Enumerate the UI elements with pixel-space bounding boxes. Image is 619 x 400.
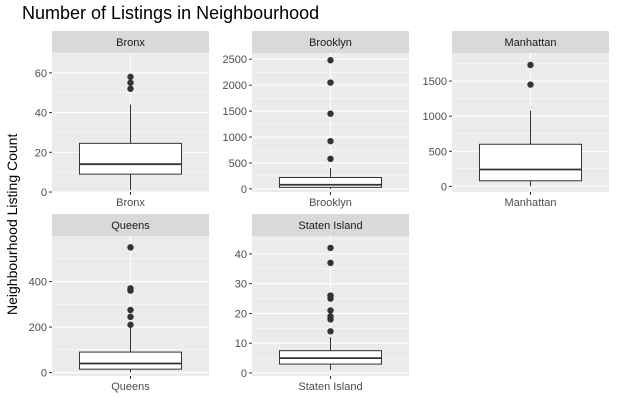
- y-tick-label: 500: [429, 146, 447, 158]
- outlier-point: [327, 155, 334, 163]
- outlier-point: [327, 313, 334, 320]
- y-tick-label: 0: [441, 181, 447, 193]
- facet-strip-label: Queens: [111, 220, 150, 232]
- facet-strip: [252, 31, 409, 53]
- facet-strip-label: Bronx: [116, 37, 145, 49]
- y-tick-label: 1500: [423, 76, 447, 88]
- box-iqr: [278, 176, 383, 188]
- outlier-point: [327, 57, 334, 64]
- y-tick-label: 40: [35, 108, 47, 120]
- y-tick-label: 1000: [223, 132, 247, 144]
- y-tick-label: 0: [41, 368, 47, 380]
- y-tick-label: 10: [235, 338, 247, 350]
- y-tick-label: 60: [35, 68, 47, 80]
- y-tick-label: 30: [235, 279, 247, 291]
- facet-strip-label: Manhattan: [505, 37, 557, 49]
- facet-strip-label: Brooklyn: [309, 37, 352, 49]
- y-tick-label: 2000: [223, 80, 247, 92]
- facet-panel: Queens 0 200 400 Queens: [29, 214, 209, 393]
- y-tick-label: 40: [235, 249, 247, 261]
- y-tick-label: 0: [241, 184, 247, 196]
- y-tick-label: 20: [235, 308, 247, 320]
- outlier-point: [327, 328, 334, 335]
- y-tick-label: 200: [29, 322, 47, 334]
- y-tick-label: 0: [241, 368, 247, 380]
- x-tick-label: Brooklyn: [309, 197, 352, 209]
- y-tick-label: 400: [29, 277, 47, 289]
- box-iqr: [78, 142, 183, 175]
- facet-strip: [52, 31, 209, 53]
- y-tick-label: 500: [229, 158, 247, 170]
- outlier-point: [127, 244, 134, 251]
- x-tick-label: Bronx: [116, 197, 145, 209]
- outlier-point: [127, 306, 134, 314]
- facet-panel: Staten Island 0 10 20 30 40 Staten Island: [235, 214, 409, 393]
- facet-panel: Bronx 0 20 40 60 Bronx: [35, 31, 209, 209]
- outlier-point: [327, 110, 334, 117]
- y-tick-label: 2500: [223, 54, 247, 66]
- y-tick-label: 0: [41, 187, 47, 199]
- x-tick-label: Queens: [111, 381, 150, 393]
- outlier-point: [527, 61, 534, 69]
- outlier-point: [527, 81, 534, 88]
- facet-strip: [52, 214, 209, 236]
- facet-strip-label: Staten Island: [298, 220, 362, 232]
- outlier-point: [127, 79, 134, 86]
- outlier-point: [127, 321, 134, 328]
- outlier-point: [327, 307, 334, 314]
- outlier-point: [327, 79, 334, 86]
- facet-strip: [452, 31, 609, 53]
- outlier-point: [127, 85, 134, 92]
- facet-panel: Brooklyn 0 500 1000 1500 2000 2500 Brooklyn: [223, 31, 409, 209]
- y-tick-label: 20: [35, 147, 47, 159]
- outlier-point: [327, 259, 334, 267]
- outlier-point: [327, 137, 334, 145]
- facet-strip: [252, 214, 409, 236]
- outlier-point: [327, 292, 334, 299]
- outlier-point: [127, 73, 134, 81]
- y-tick-label: 1500: [223, 106, 247, 118]
- box-iqr: [478, 143, 583, 182]
- x-tick-label: Manhattan: [505, 197, 557, 209]
- facet-panel: Manhattan 0 500 1000 1500 Manhattan: [423, 31, 609, 209]
- outlier-point: [127, 313, 134, 321]
- chart-title: Number of Listings in Neighbourhood: [22, 3, 320, 23]
- outlier-point: [127, 285, 134, 292]
- outlier-point: [327, 244, 334, 252]
- y-tick-label: 1000: [423, 111, 447, 123]
- x-tick-label: Staten Island: [298, 381, 362, 393]
- box-iqr: [78, 351, 183, 370]
